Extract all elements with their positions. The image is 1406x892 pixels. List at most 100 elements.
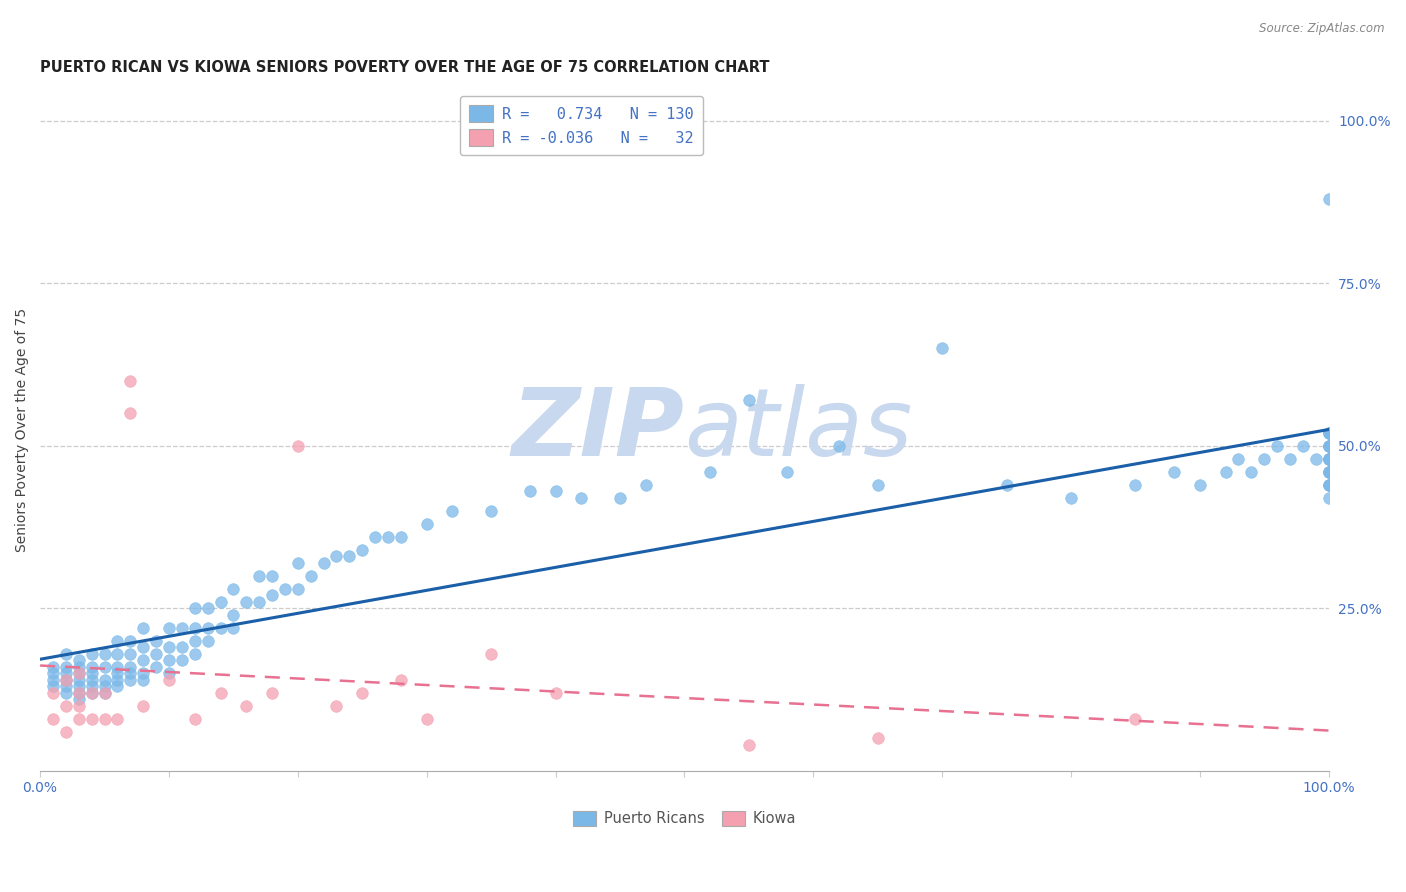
Point	[1125, 478, 1147, 492]
Point	[260, 686, 283, 700]
Point	[67, 660, 90, 674]
Point	[120, 647, 142, 661]
Point	[1317, 451, 1340, 466]
Point	[145, 660, 167, 674]
Point	[120, 673, 142, 687]
Point	[107, 660, 129, 674]
Point	[184, 634, 207, 648]
Point	[1305, 451, 1327, 466]
Point	[1317, 451, 1340, 466]
Point	[1317, 451, 1340, 466]
Point	[197, 621, 219, 635]
Point	[1278, 451, 1301, 466]
Point	[120, 374, 142, 388]
Point	[67, 698, 90, 713]
Point	[93, 660, 115, 674]
Point	[377, 530, 399, 544]
Point	[55, 725, 77, 739]
Point	[519, 484, 541, 499]
Point	[197, 601, 219, 615]
Point	[569, 491, 592, 505]
Point	[1060, 491, 1083, 505]
Point	[634, 478, 657, 492]
Text: ZIP: ZIP	[512, 384, 685, 475]
Point	[247, 595, 270, 609]
Point	[287, 582, 309, 596]
Point	[157, 673, 180, 687]
Point	[132, 640, 155, 655]
Point	[93, 647, 115, 661]
Point	[107, 647, 129, 661]
Point	[325, 549, 347, 564]
Text: atlas: atlas	[685, 384, 912, 475]
Point	[415, 516, 437, 531]
Point	[1317, 439, 1340, 453]
Point	[352, 543, 374, 558]
Point	[1317, 465, 1340, 479]
Point	[1317, 425, 1340, 440]
Point	[107, 666, 129, 681]
Point	[364, 530, 387, 544]
Point	[1317, 478, 1340, 492]
Point	[120, 666, 142, 681]
Point	[1317, 491, 1340, 505]
Point	[260, 589, 283, 603]
Point	[80, 666, 103, 681]
Point	[132, 698, 155, 713]
Point	[55, 673, 77, 687]
Point	[1317, 465, 1340, 479]
Point	[1317, 451, 1340, 466]
Point	[1253, 451, 1275, 466]
Point	[67, 686, 90, 700]
Point	[1317, 439, 1340, 453]
Point	[170, 653, 193, 667]
Point	[274, 582, 297, 596]
Point	[93, 673, 115, 687]
Point	[93, 712, 115, 726]
Point	[337, 549, 360, 564]
Point	[1317, 192, 1340, 206]
Point	[209, 621, 232, 635]
Point	[107, 712, 129, 726]
Point	[931, 342, 953, 356]
Point	[157, 653, 180, 667]
Point	[287, 439, 309, 453]
Point	[222, 621, 245, 635]
Point	[299, 569, 322, 583]
Point	[1317, 478, 1340, 492]
Point	[544, 484, 567, 499]
Point	[1317, 478, 1340, 492]
Point	[55, 660, 77, 674]
Point	[132, 673, 155, 687]
Point	[93, 680, 115, 694]
Point	[55, 666, 77, 681]
Point	[145, 634, 167, 648]
Point	[260, 569, 283, 583]
Point	[80, 686, 103, 700]
Point	[42, 666, 65, 681]
Point	[42, 712, 65, 726]
Point	[67, 673, 90, 687]
Point	[184, 712, 207, 726]
Point	[67, 680, 90, 694]
Point	[170, 640, 193, 655]
Point	[184, 601, 207, 615]
Point	[479, 504, 502, 518]
Point	[80, 660, 103, 674]
Point	[1317, 451, 1340, 466]
Point	[184, 647, 207, 661]
Text: Source: ZipAtlas.com: Source: ZipAtlas.com	[1260, 22, 1385, 36]
Point	[1317, 465, 1340, 479]
Point	[209, 686, 232, 700]
Point	[1317, 425, 1340, 440]
Point	[55, 647, 77, 661]
Point	[67, 666, 90, 681]
Point	[67, 666, 90, 681]
Point	[132, 653, 155, 667]
Point	[995, 478, 1018, 492]
Point	[132, 666, 155, 681]
Point	[55, 680, 77, 694]
Point	[157, 666, 180, 681]
Point	[222, 582, 245, 596]
Point	[609, 491, 631, 505]
